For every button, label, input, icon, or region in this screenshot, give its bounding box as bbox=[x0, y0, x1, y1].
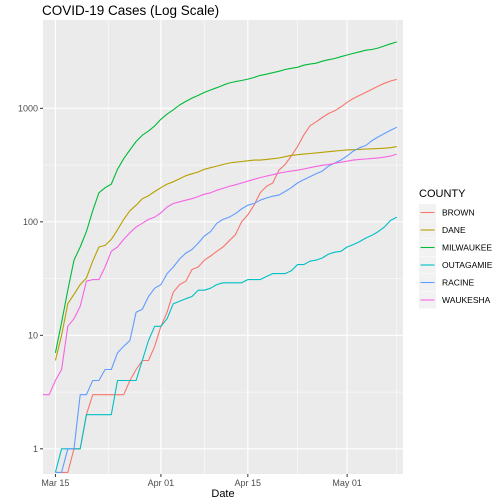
series-line-milwaukee bbox=[54, 41, 397, 354]
series-lines bbox=[43, 41, 398, 473]
series-line-racine bbox=[55, 126, 398, 473]
series-line-brown bbox=[55, 78, 397, 473]
series-line-outagamie bbox=[54, 216, 398, 473]
x-tick-label: Apr 01 bbox=[148, 478, 175, 488]
legend-label: MILWAUKEE bbox=[442, 243, 492, 253]
series-line-dane bbox=[54, 146, 397, 361]
legend-title: COUNTY bbox=[419, 188, 466, 200]
legend-label: OUTAGAMIE bbox=[442, 260, 493, 270]
legend-item-outagamie: OUTAGAMIE bbox=[419, 256, 493, 274]
x-tick-label: Mar 15 bbox=[41, 478, 69, 488]
y-tick-label: 10 bbox=[28, 330, 38, 340]
legend: COUNTY BROWN DANE MILWAUKEE OUTAGAMIE RACINE… bbox=[419, 188, 493, 309]
x-tick-label: May 01 bbox=[332, 478, 362, 488]
legend-item-brown: BROWN bbox=[419, 204, 475, 221]
legend-label: RACINE bbox=[442, 278, 474, 288]
legend-label: BROWN bbox=[442, 208, 475, 218]
legend-item-racine: RACINE bbox=[419, 274, 474, 291]
legend-label: WAUKESHA bbox=[442, 295, 491, 305]
series-line-waukesha bbox=[43, 153, 397, 396]
x-axis-title: Date bbox=[211, 488, 234, 500]
y-tick-label: 1000 bbox=[18, 103, 38, 113]
y-tick-label: 100 bbox=[23, 217, 38, 227]
legend-item-waukesha: WAUKESHA bbox=[419, 291, 491, 309]
x-tick-label: Apr 15 bbox=[235, 478, 262, 488]
x-axis: Mar 15 Apr 01 Apr 15 May 01 bbox=[41, 474, 362, 488]
y-tick-label: 1 bbox=[33, 444, 38, 454]
y-axis: 1 10 100 1000 bbox=[18, 103, 43, 454]
legend-item-dane: DANE bbox=[419, 221, 466, 239]
chart-title: COVID-19 Cases (Log Scale) bbox=[42, 3, 219, 18]
legend-item-milwaukee: MILWAUKEE bbox=[419, 239, 492, 256]
legend-label: DANE bbox=[442, 225, 466, 235]
